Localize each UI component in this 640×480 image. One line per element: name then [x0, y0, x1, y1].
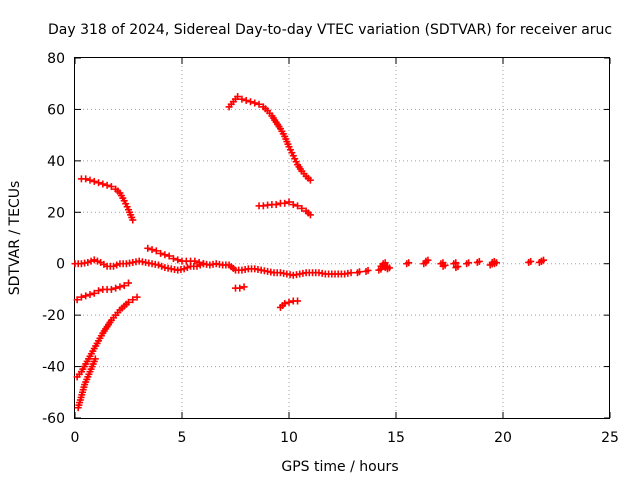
data-point: [454, 263, 462, 271]
chart-title: Day 318 of 2024, Sidereal Day-to-day VTE…: [48, 22, 612, 38]
y-tick-label: 0: [56, 257, 65, 273]
x-tick-label: 10: [280, 430, 298, 446]
data-point: [191, 257, 199, 265]
data-point: [289, 201, 297, 209]
y-tick-label: 20: [47, 205, 65, 221]
data-point: [294, 297, 302, 305]
data-point: [148, 246, 156, 254]
data-point: [113, 261, 121, 269]
data-point: [199, 260, 207, 268]
data-point: [294, 202, 302, 210]
x-tick-label: 25: [601, 430, 619, 446]
data-point: [251, 99, 259, 107]
data-point: [144, 244, 152, 252]
data-point: [158, 262, 166, 270]
data-point: [87, 257, 95, 265]
data-point: [441, 261, 449, 269]
data-point: [465, 259, 473, 267]
data-point: [298, 204, 306, 212]
data-point: [95, 287, 103, 295]
y-axis-title: SDTVAR / TECUs: [7, 181, 23, 296]
data-point: [475, 257, 483, 265]
data-point: [285, 298, 293, 306]
data-point: [157, 249, 165, 257]
data-point: [405, 259, 413, 267]
data-point: [90, 289, 98, 297]
data-point: [195, 258, 203, 266]
data-point: [183, 264, 191, 272]
data-point: [285, 198, 293, 206]
data-point: [91, 355, 99, 363]
data-point: [527, 257, 535, 265]
data-point: [152, 247, 160, 255]
data-point: [103, 181, 111, 189]
data-point: [281, 300, 289, 308]
data-point: [77, 293, 85, 301]
data-point: [90, 177, 98, 185]
data-point: [133, 293, 141, 301]
y-tick-label: 40: [47, 154, 65, 170]
data-point: [112, 284, 120, 292]
data-point: [540, 256, 548, 264]
data-point: [82, 292, 90, 300]
data-point: [73, 296, 81, 304]
data-point: [238, 95, 246, 103]
data-point: [129, 296, 137, 304]
x-tick-label: 15: [387, 430, 405, 446]
data-point: [110, 262, 118, 270]
data-point: [84, 258, 92, 266]
data-point: [93, 257, 101, 265]
x-axis-title: GPS time / hours: [281, 459, 398, 475]
x-tick-label: 5: [178, 430, 187, 446]
data-point: [82, 175, 90, 183]
data-point: [107, 285, 115, 293]
axis-ticks: 0 5 10 15 20 25 -60 -40 -20 0 20 40 60 80: [42, 51, 619, 446]
data-point: [364, 266, 372, 274]
data-point: [107, 183, 115, 191]
data-point: [424, 256, 432, 264]
data-markers: [71, 93, 548, 412]
data-point: [246, 98, 254, 106]
x-tick-label: 0: [71, 430, 80, 446]
data-point: [129, 216, 137, 224]
data-point: [234, 93, 242, 101]
data-point: [385, 264, 393, 272]
data-point: [193, 262, 201, 270]
x-tick-label: 20: [494, 430, 512, 446]
data-point: [255, 100, 263, 108]
data-point: [306, 176, 314, 184]
data-point: [236, 284, 244, 292]
data-point: [281, 199, 289, 207]
data-point: [240, 283, 248, 291]
data-point: [125, 298, 132, 306]
grid-lines: [75, 58, 610, 418]
data-point: [355, 268, 363, 276]
data-point: [125, 279, 132, 287]
y-tick-label: -20: [42, 308, 65, 324]
y-tick-label: -60: [42, 411, 65, 427]
data-point: [174, 256, 182, 264]
data-point: [165, 252, 173, 260]
y-tick-label: -40: [42, 360, 65, 376]
data-point: [86, 291, 94, 299]
data-point: [347, 269, 355, 277]
y-tick-label: 60: [47, 102, 65, 118]
data-point: [95, 179, 103, 187]
data-point: [116, 283, 124, 291]
plot-frame: [74, 57, 610, 419]
data-point: [180, 265, 188, 273]
data-point: [86, 176, 94, 184]
data-point: [306, 211, 314, 219]
data-point: [90, 256, 98, 264]
data-point: [120, 282, 128, 290]
data-point: [492, 259, 500, 267]
data-point: [154, 261, 162, 269]
data-point: [242, 96, 250, 104]
data-point: [169, 255, 177, 263]
data-point: [99, 180, 107, 188]
data-point: [272, 201, 280, 209]
data-point: [161, 251, 169, 259]
y-tick-label: 80: [47, 51, 65, 67]
